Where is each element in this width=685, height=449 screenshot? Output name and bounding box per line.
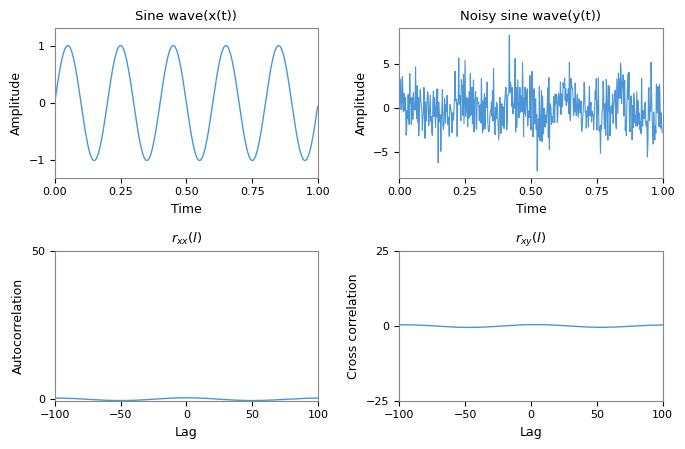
X-axis label: Time: Time xyxy=(171,203,202,216)
X-axis label: Lag: Lag xyxy=(175,426,198,439)
Y-axis label: Cross correlation: Cross correlation xyxy=(347,273,360,379)
Y-axis label: Autocorrelation: Autocorrelation xyxy=(12,278,25,374)
X-axis label: Lag: Lag xyxy=(519,426,543,439)
Title: Noisy sine wave(y(t)): Noisy sine wave(y(t)) xyxy=(460,10,601,23)
Y-axis label: Amplitude: Amplitude xyxy=(10,71,23,135)
Y-axis label: Amplitude: Amplitude xyxy=(355,71,368,135)
Title: Sine wave(x(t)): Sine wave(x(t)) xyxy=(136,10,237,23)
X-axis label: Time: Time xyxy=(516,203,547,216)
Title: $r_{xy}(l)$: $r_{xy}(l)$ xyxy=(515,231,547,249)
Title: $r_{xx}(l)$: $r_{xx}(l)$ xyxy=(171,231,202,247)
